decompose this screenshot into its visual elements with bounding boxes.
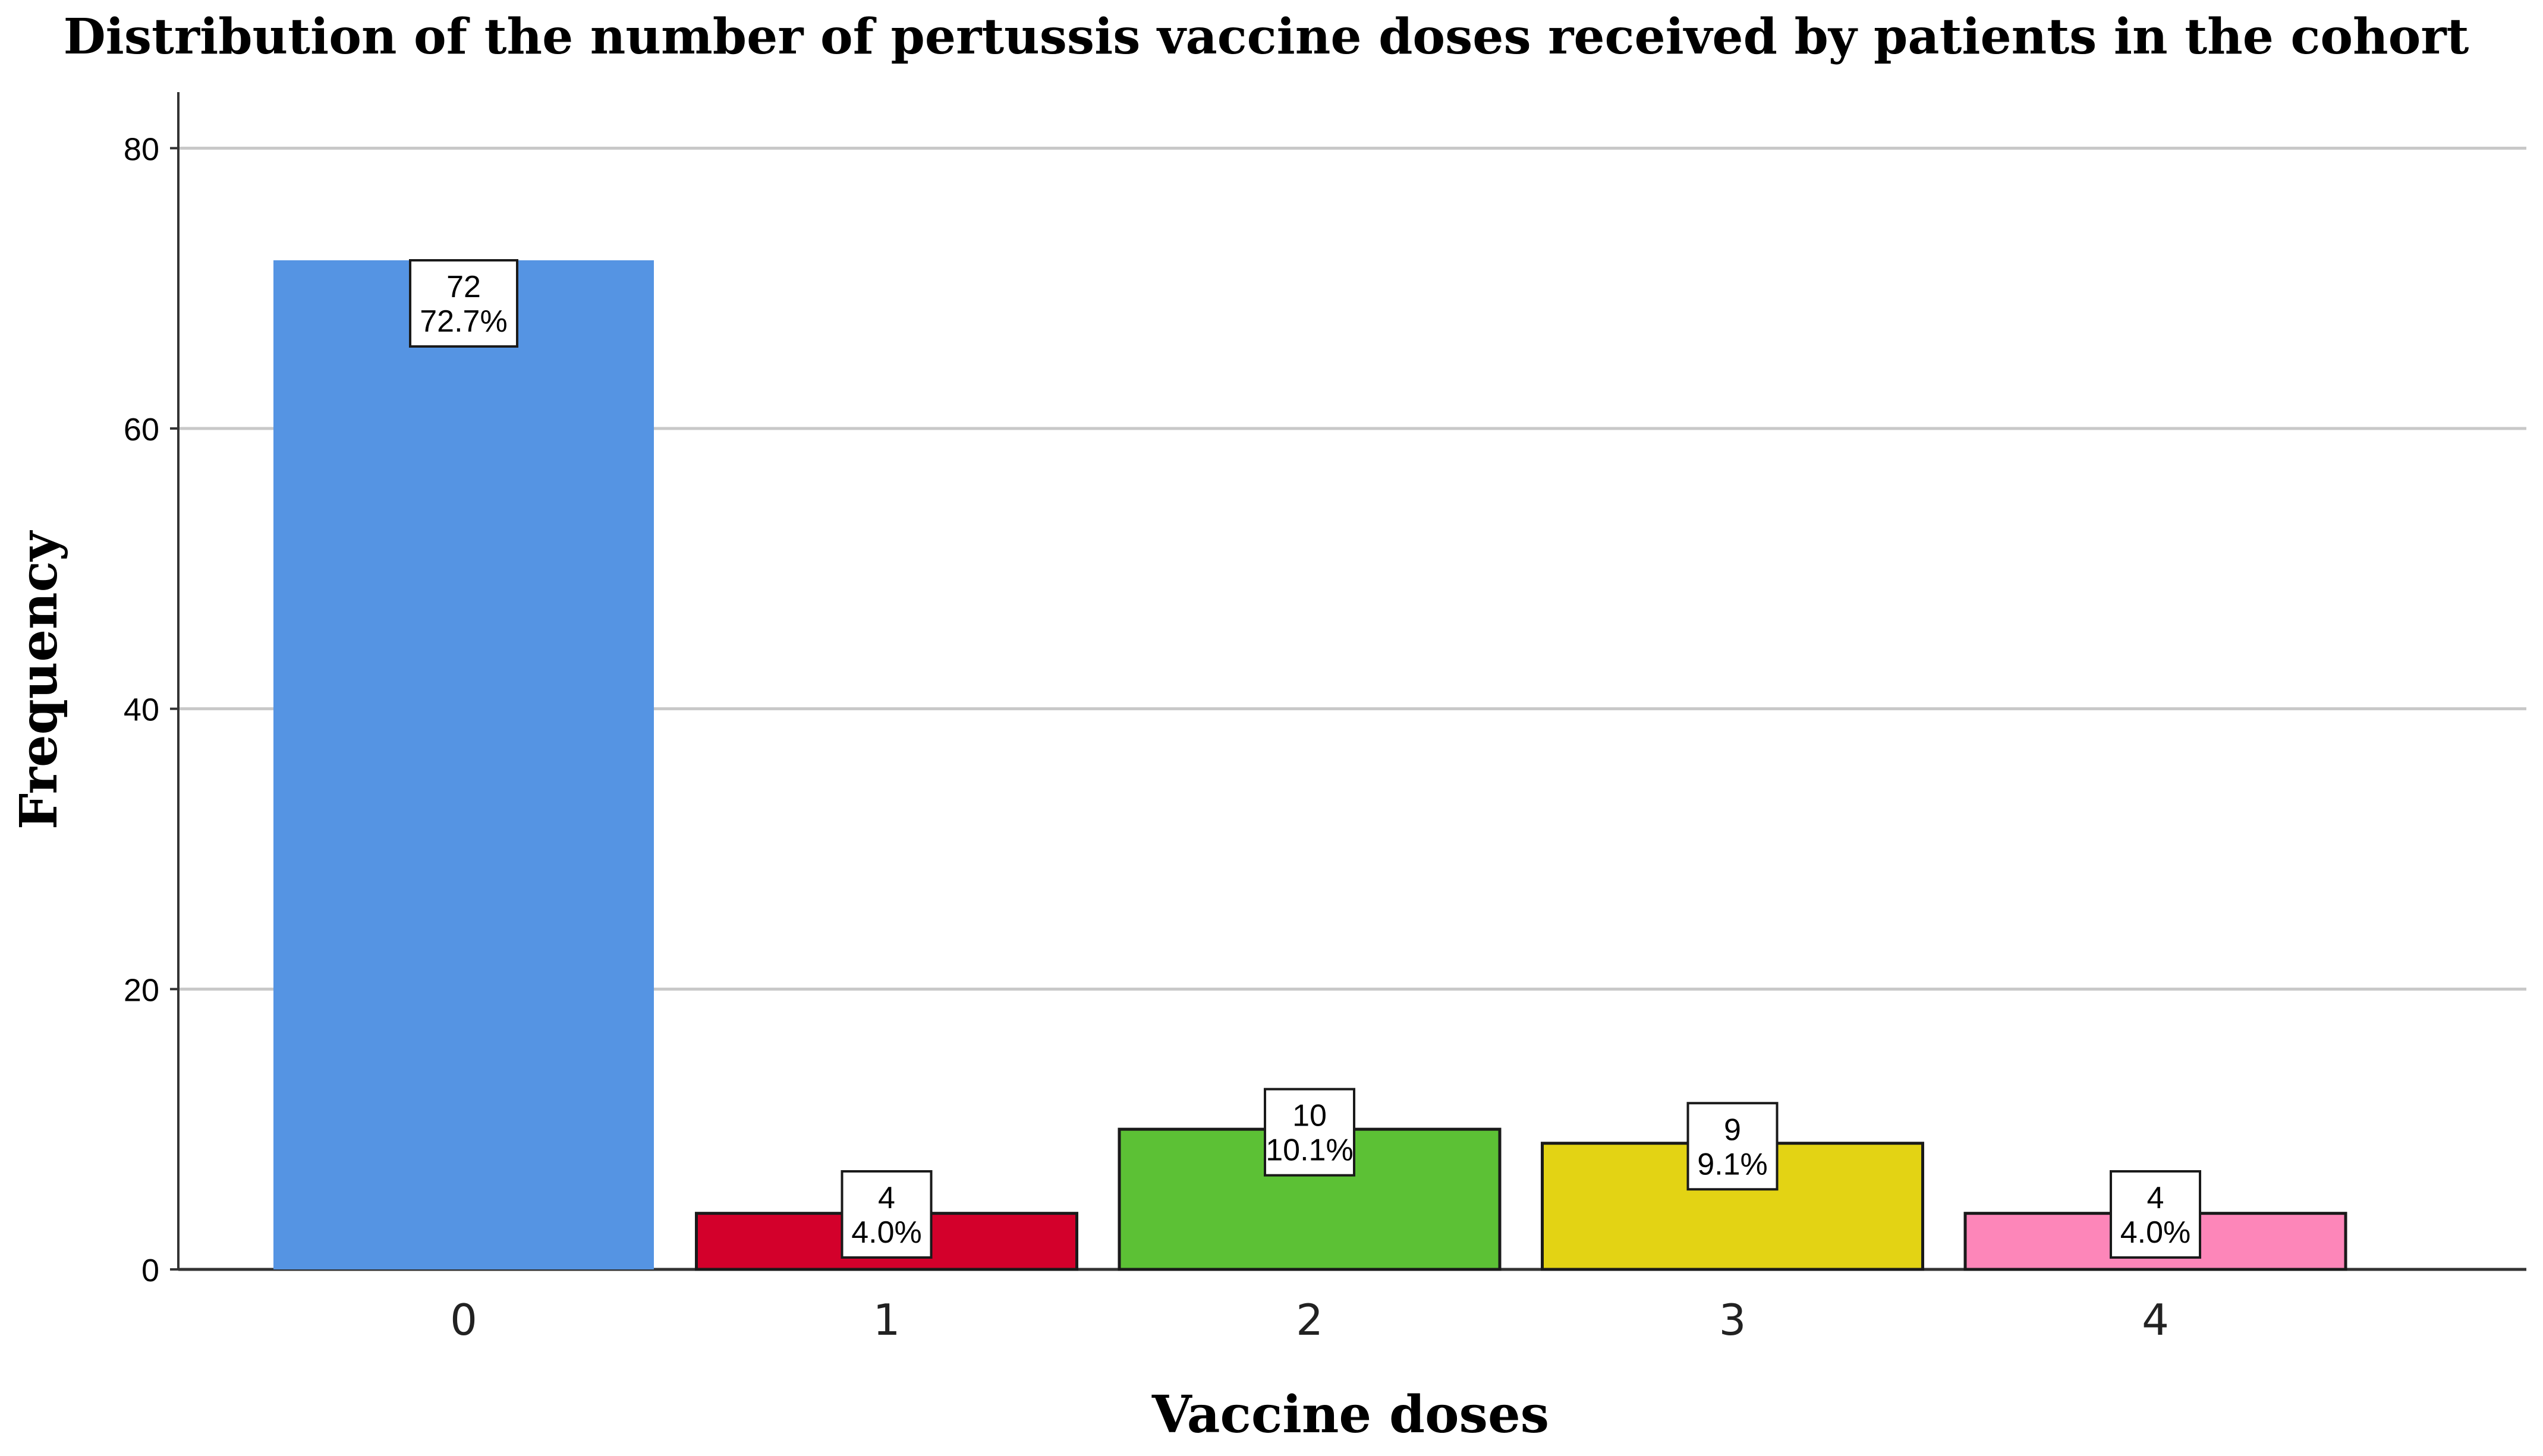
- data-label-percent: 72.7%: [420, 304, 507, 339]
- tick-labels: 0 20 40 60 80 0 1 2 3 4: [124, 131, 2169, 1345]
- chart-title: Distribution of the number of pertussis …: [64, 8, 2469, 65]
- data-label-count: 72: [446, 270, 481, 304]
- data-label-percent: 9.1%: [1697, 1147, 1768, 1181]
- y-tick-label: 20: [124, 972, 159, 1008]
- data-label-count: 4: [878, 1181, 895, 1215]
- data-label-box: [2110, 1170, 2201, 1259]
- x-tick-label: 2: [1296, 1295, 1323, 1345]
- x-tick-label: 4: [2142, 1295, 2169, 1345]
- y-tick-label: 0: [141, 1253, 159, 1288]
- data-label-box: [841, 1170, 933, 1259]
- data-label-percent: 4.0%: [851, 1215, 922, 1250]
- y-axis-title: Frequency: [9, 530, 69, 830]
- data-label-count: 4: [2147, 1181, 2164, 1215]
- data-label-box: [1686, 1102, 1779, 1191]
- y-tick-label: 60: [124, 412, 159, 447]
- data-label-dose-4: 44.0%: [2110, 1170, 2201, 1259]
- x-axis-title: Vaccine doses: [1151, 1385, 1549, 1445]
- data-label-box: [409, 259, 518, 348]
- x-tick-label: 3: [1719, 1295, 1746, 1345]
- data-label-dose-3: 99.1%: [1686, 1102, 1779, 1191]
- data-label-percent: 4.0%: [2120, 1215, 2191, 1250]
- data-label-dose-1: 44.0%: [841, 1170, 933, 1259]
- y-tick-label: 80: [124, 131, 159, 167]
- data-label-percent: 10.1%: [1266, 1133, 1353, 1168]
- y-tick-label: 40: [124, 692, 159, 728]
- data-label-count: 9: [1724, 1113, 1741, 1147]
- bars: [273, 260, 2347, 1271]
- x-tick-label: 0: [450, 1295, 477, 1345]
- bar-dose-0: [273, 260, 654, 1269]
- data-label-count: 10: [1292, 1099, 1327, 1133]
- data-label-box: [1264, 1088, 1355, 1177]
- x-tick-label: 1: [873, 1295, 901, 1345]
